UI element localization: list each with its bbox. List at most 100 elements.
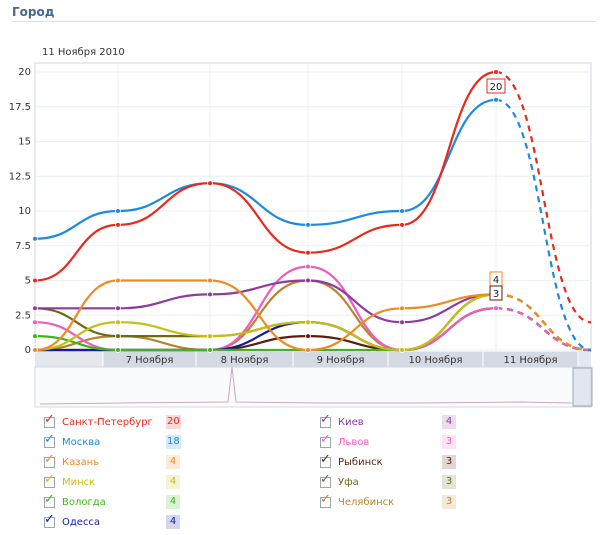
data-point xyxy=(399,222,405,228)
legend-label: Казань xyxy=(62,456,100,468)
legend-label: Уфа xyxy=(338,476,359,488)
data-point xyxy=(305,249,311,256)
y-tick-label: 20 xyxy=(18,67,31,78)
legend-checkbox[interactable]: ✓ xyxy=(44,473,55,488)
y-tick-label: 15 xyxy=(18,137,31,148)
legend-checkbox[interactable]: ✓ xyxy=(44,413,55,428)
y-tick-label: 7.5 xyxy=(15,241,31,252)
legend-label: Санкт-Петербург xyxy=(62,416,153,428)
data-point xyxy=(305,347,311,353)
data-point xyxy=(493,97,499,103)
data-point xyxy=(493,69,499,75)
data-point xyxy=(115,347,121,353)
legend-item[interactable]: ✓ Москва 18 xyxy=(44,433,181,450)
legend-label: Рыбинск xyxy=(338,456,383,468)
series-line xyxy=(34,98,497,240)
checkmark-icon: ✓ xyxy=(320,451,331,467)
x-tick-label: 8 Ноября xyxy=(221,355,269,366)
legend-checkbox[interactable]: ✓ xyxy=(44,493,55,508)
legend-item[interactable]: ✓ Минск 4 xyxy=(44,473,180,490)
legend-item[interactable]: ✓ Уфа 3 xyxy=(320,473,456,490)
plot-area xyxy=(34,62,592,351)
data-label: 3 xyxy=(493,289,499,300)
line-chart[interactable]: 11 Ноября 2010 0 2.5 5 7.5 10 12.5 15 17.5 20 7 Но… xyxy=(0,0,600,410)
data-point xyxy=(115,305,121,312)
legend-label: Москва xyxy=(62,436,101,448)
legend-item[interactable]: ✓ Львов 3 xyxy=(320,433,456,450)
data-point xyxy=(305,319,311,326)
legend-checkbox[interactable]: ✓ xyxy=(44,453,55,468)
checkmark-icon: ✓ xyxy=(320,471,331,487)
legend-label: Челябинск xyxy=(338,496,395,508)
checkmark-icon: ✓ xyxy=(44,491,55,507)
checkmark-icon: ✓ xyxy=(320,411,331,427)
legend-item[interactable]: ✓ Челябинск 3 xyxy=(320,493,456,510)
data-point xyxy=(32,333,38,339)
data-point xyxy=(399,305,405,312)
y-tick-label: 10 xyxy=(18,206,31,217)
legend-checkbox[interactable]: ✓ xyxy=(320,453,331,468)
data-point xyxy=(32,319,38,326)
section-title: Город xyxy=(12,5,55,19)
data-point xyxy=(207,291,213,298)
legend-count: 4 xyxy=(166,515,180,529)
data-point xyxy=(115,319,121,326)
x-tick-label: 11 Ноября xyxy=(503,355,557,366)
legend-count: 3 xyxy=(442,475,456,489)
series-line xyxy=(34,70,497,282)
legend-label: Минск xyxy=(62,476,96,488)
legend-count: 3 xyxy=(442,455,456,469)
series-forecast-line xyxy=(495,98,592,352)
data-point xyxy=(207,277,213,284)
data-point xyxy=(32,236,38,242)
legend-item[interactable]: ✓ Вологда 4 xyxy=(44,493,180,510)
x-tick-label: 9 Ноября xyxy=(317,355,365,366)
legend-item[interactable]: ✓ Санкт-Петербург 20 xyxy=(44,413,181,430)
data-point xyxy=(115,208,121,214)
date-label: 11 Ноября 2010 xyxy=(42,47,125,58)
data-point xyxy=(207,180,213,187)
legend-item[interactable]: ✓ Рыбинск 3 xyxy=(320,453,456,470)
title-divider xyxy=(12,21,596,22)
legend-checkbox[interactable]: ✓ xyxy=(44,513,55,528)
navigator-handle xyxy=(572,367,593,407)
legend-count: 4 xyxy=(442,415,456,429)
y-tick-label: 12.5 xyxy=(9,171,31,182)
data-point xyxy=(305,277,311,284)
legend-count: 20 xyxy=(166,415,181,429)
series-forecast-line xyxy=(495,293,592,352)
legend-checkbox[interactable]: ✓ xyxy=(320,473,331,488)
data-point xyxy=(115,333,121,339)
data-point xyxy=(399,319,405,326)
legend-checkbox[interactable]: ✓ xyxy=(320,413,331,428)
legend-checkbox[interactable]: ✓ xyxy=(44,433,55,448)
x-tick-label: 10 Ноября xyxy=(408,355,462,366)
checkmark-icon: ✓ xyxy=(44,471,55,487)
data-label-box xyxy=(486,78,506,94)
legend-checkbox[interactable]: ✓ xyxy=(320,433,331,448)
legend-label: Киев xyxy=(338,416,364,428)
legend-item[interactable]: ✓ Одесса 4 xyxy=(44,513,180,530)
y-tick-label: 2.5 xyxy=(15,310,31,321)
legend-item[interactable]: ✓ Киев 4 xyxy=(320,413,456,430)
data-label: 20 xyxy=(490,82,503,93)
y-tick-label: 17.5 xyxy=(9,102,31,113)
data-point xyxy=(399,208,405,214)
legend-count: 4 xyxy=(166,455,180,469)
data-point xyxy=(207,347,213,353)
checkmark-icon: ✓ xyxy=(320,491,331,507)
data-point xyxy=(305,222,311,228)
data-point xyxy=(305,333,311,339)
navigator xyxy=(34,366,592,408)
navigator-line xyxy=(39,366,573,405)
data-point xyxy=(32,347,38,353)
legend-count: 4 xyxy=(166,495,180,509)
legend-checkbox[interactable]: ✓ xyxy=(320,493,331,508)
legend-item[interactable]: ✓ Казань 4 xyxy=(44,453,180,470)
data-point xyxy=(115,222,121,228)
legend-count: 4 xyxy=(166,475,180,489)
legend-label: Львов xyxy=(338,436,370,448)
series-forecast-line xyxy=(495,70,592,324)
y-tick-label: 0 xyxy=(25,345,31,356)
